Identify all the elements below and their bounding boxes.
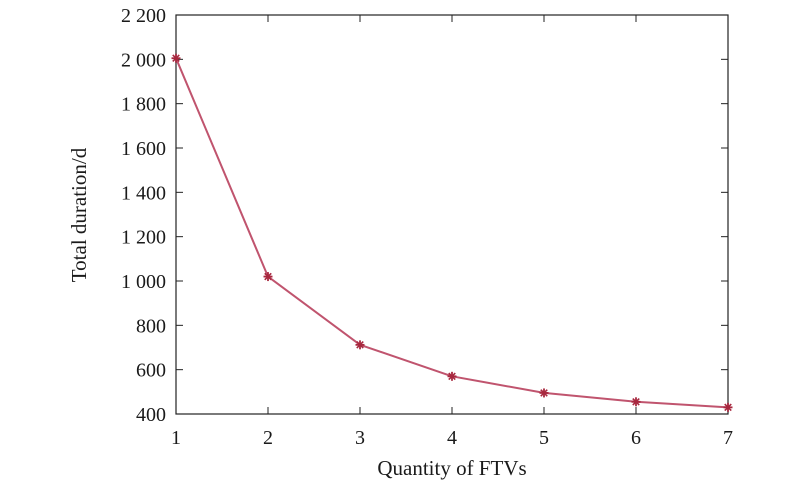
x-tick-label: 2: [263, 427, 273, 449]
data-point-marker: [539, 388, 549, 398]
x-axis-title: Quantity of FTVs: [377, 456, 526, 480]
y-tick-label: 1 000: [121, 271, 166, 293]
data-point-marker: [447, 371, 457, 381]
x-tick-label: 4: [447, 427, 457, 449]
y-tick-label: 800: [136, 315, 166, 337]
data-point-marker: [355, 340, 365, 350]
x-tick-label: 7: [723, 427, 733, 449]
plot-frame: [175, 14, 729, 415]
y-tick-label: 1 200: [121, 227, 166, 249]
y-tick-label: 1 800: [121, 94, 166, 116]
y-tick-label: 600: [136, 360, 166, 382]
data-point-marker: [171, 53, 181, 63]
y-tick-label: 2 200: [121, 5, 166, 27]
x-tick-label: 1: [171, 427, 181, 449]
series-line: [175, 57, 729, 409]
data-point-marker: [723, 402, 733, 412]
y-tick-label: 2 000: [121, 49, 166, 71]
data-point-marker: [263, 272, 273, 282]
y-tick-label: 400: [136, 404, 166, 426]
y-tick-label: 1 400: [121, 182, 166, 204]
data-point-marker: [631, 397, 641, 407]
x-tick-label: 5: [539, 427, 549, 449]
y-tick-label: 1 600: [121, 138, 166, 160]
x-tick-label: 3: [355, 427, 365, 449]
x-tick-label: 6: [631, 427, 641, 449]
axis-ticks: [175, 14, 729, 415]
data-series: [171, 53, 733, 412]
axis-tick-labels: 1 2 3 4 5 6 7 400 600 800 1 000 1 200 1 400 1 600 1 80…: [121, 5, 733, 449]
y-axis-title: Total duration/d: [67, 147, 91, 282]
